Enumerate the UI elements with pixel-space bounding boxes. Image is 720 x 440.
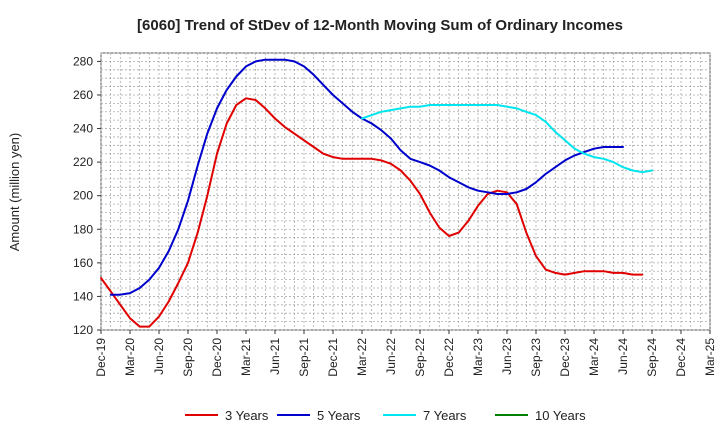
legend-label: 5 Years	[317, 408, 361, 423]
x-tick-label: Mar-24	[587, 338, 601, 376]
y-axis-label: Amount (million yen)	[7, 133, 22, 252]
x-tick-label: Mar-25	[703, 338, 717, 376]
series-line-7-years	[361, 104, 653, 174]
x-tick-label: Jun-21	[268, 338, 282, 375]
y-tick-label: 220	[73, 155, 93, 169]
x-tick-label: Jun-22	[384, 338, 398, 375]
x-tick-label: Dec-19	[94, 338, 108, 377]
y-tick-label: 180	[73, 222, 93, 236]
y-axis: 120 140 160 180 200 220 240 260 280	[73, 54, 101, 337]
series-line-5-years	[109, 58, 624, 296]
x-tick-label: Jun-24	[616, 338, 630, 375]
x-tick-label: Mar-23	[471, 338, 485, 376]
chart-title: [6060] Trend of StDev of 12-Month Moving…	[137, 17, 623, 34]
x-tick-label: Sep-24	[645, 338, 659, 377]
legend: 3 Years 5 Years 7 Years 10 Years	[185, 408, 586, 423]
legend-label: 10 Years	[535, 408, 586, 423]
x-tick-label: Dec-24	[674, 338, 688, 377]
x-tick-label: Jun-23	[500, 338, 514, 375]
y-tick-label: 120	[73, 323, 93, 337]
series-line-3-years	[100, 97, 644, 328]
x-tick-label: Dec-21	[326, 338, 340, 377]
x-tick-label: Mar-21	[239, 338, 253, 376]
x-tick-label: Mar-20	[123, 338, 137, 376]
x-tick-label: Dec-23	[558, 338, 572, 377]
x-tick-label: Sep-22	[413, 338, 427, 377]
x-tick-label: Sep-23	[529, 338, 543, 377]
x-tick-label: Dec-20	[210, 338, 224, 377]
y-tick-label: 160	[73, 256, 93, 270]
x-axis: Dec-19 Mar-20 Jun-20 Sep-20 Dec-20 Mar-21 Jun-…	[94, 330, 717, 377]
x-tick-label: Mar-22	[355, 338, 369, 376]
y-tick-label: 240	[73, 122, 93, 136]
legend-label: 3 Years	[225, 408, 269, 423]
grid-lines	[100, 52, 711, 331]
x-tick-label: Sep-20	[181, 338, 195, 377]
x-tick-label: Dec-22	[442, 338, 456, 377]
plot-background	[101, 53, 710, 330]
y-tick-label: 260	[73, 88, 93, 102]
y-tick-label: 280	[73, 54, 93, 68]
y-tick-label: 200	[73, 189, 93, 203]
series-lines	[100, 58, 653, 328]
x-tick-label: Sep-21	[297, 338, 311, 377]
y-tick-label: 140	[73, 289, 93, 303]
x-tick-label: Jun-20	[152, 338, 166, 375]
plot-area	[100, 52, 711, 331]
legend-label: 7 Years	[423, 408, 467, 423]
